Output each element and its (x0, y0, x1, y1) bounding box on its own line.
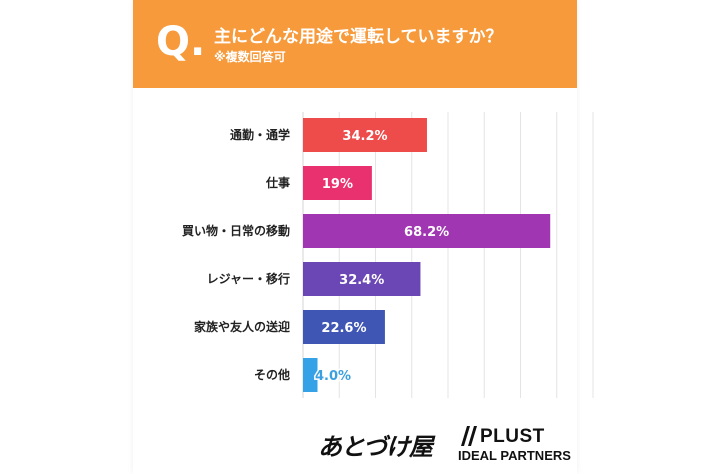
bar (303, 166, 372, 200)
plust-logo-main: PLUST (480, 426, 545, 447)
value-label: 34.2% (342, 129, 387, 144)
value-label: 19% (322, 177, 353, 192)
bar (303, 118, 427, 152)
value-label: 22.6% (321, 321, 366, 336)
category-label: 仕事 (265, 175, 290, 190)
bar (303, 214, 551, 248)
question-note: ※複数回答可 (214, 50, 286, 64)
category-label: 家族や友人の送迎 (194, 319, 290, 334)
question-text: 主にどんな用途で運転していますか？ (214, 27, 503, 47)
bar (303, 358, 318, 392)
category-label: 通勤・通学 (230, 127, 290, 142)
plust-logo: PLUST IDEAL PARTNERS (458, 424, 571, 468)
plust-logo-sub: IDEAL PARTNERS (458, 448, 571, 463)
category-label: その他 (254, 367, 290, 382)
question-mark-label: Q. (156, 19, 206, 65)
bar (303, 262, 421, 296)
value-label: 4.0% (315, 369, 351, 384)
category-label: 買い物・日常の移動 (182, 223, 290, 238)
category-label: レジャー・移行 (207, 271, 290, 286)
atozukeya-logo: あとづけ屋 (318, 432, 433, 461)
value-label: 32.4% (339, 273, 384, 288)
plust-mark-icon (461, 426, 477, 446)
bar (303, 310, 385, 344)
value-label: 68.2% (404, 225, 449, 240)
header-banner (133, 0, 577, 88)
